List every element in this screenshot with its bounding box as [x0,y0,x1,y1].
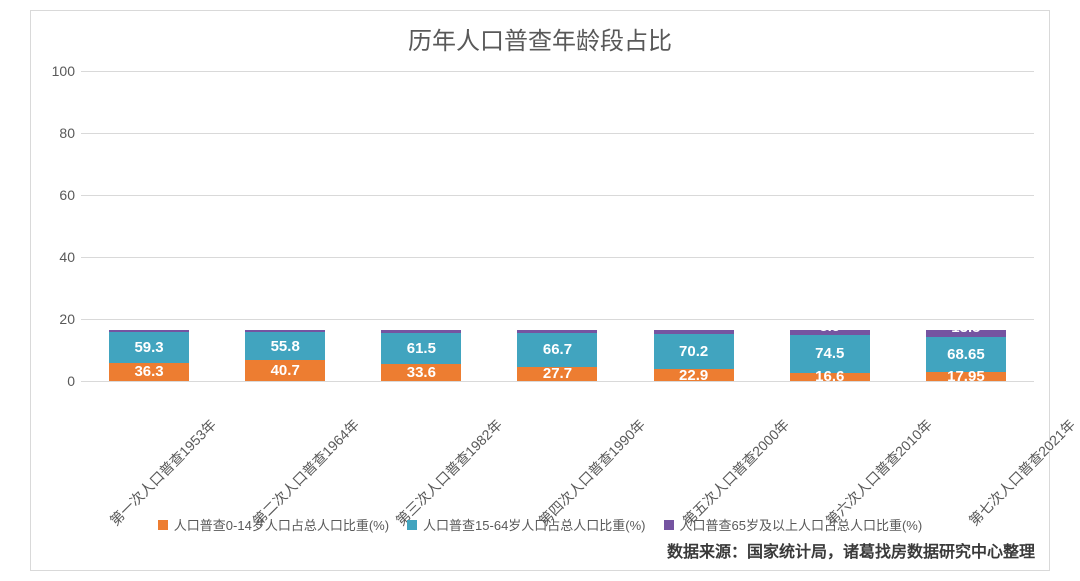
bar-segment-age_0_14: 27.7 [517,367,597,381]
bar-slot: 16.6 74.5 8.9 [762,71,898,381]
y-axis-tick-label: 40 [39,249,75,265]
stacked-bar: 22.970.27 [654,330,734,381]
bar-value-label: 8.9 [819,318,840,335]
bar-value-label: 27.7 [543,365,572,382]
y-axis-tick-label: 100 [39,63,75,79]
x-axis-tick-label: 第二次人口普查1964年 [224,383,367,513]
legend-swatch [407,520,417,530]
bars-row: 36.359.34.440.755.83.633.661.54.927.766.… [81,71,1034,381]
bar-value-label: 59.3 [134,339,163,356]
x-axis-tick-label: 第四次人口普查1990年 [510,383,653,513]
bar-segment-age_0_14: 33.6 [381,364,461,381]
bar-segment-age_0_14: 36.3 [109,363,189,382]
x-axis-tick-label: 第三次人口普查1982年 [367,383,510,513]
x-axis-labels: 第一次人口普查1953年第二次人口普查1964年第三次人口普查1982年第四次人… [81,383,1034,513]
legend-label: 人口普查15-64岁人口占总人口比重(%) [423,515,645,534]
stacked-bar: 40.755.83.6 [245,330,325,381]
y-axis-tick-label: 0 [39,373,75,389]
bar-slot: 36.359.34.4 [81,71,217,381]
legend-item: 人口普查65岁及以上人口占总人口比重(%) [664,515,923,534]
bar-segment-age_0_14: 17.95 [926,372,1006,381]
bar-value-label: 61.5 [407,340,436,357]
bar-value-label: 36.3 [134,363,163,380]
bar-value-label: 68.65 [947,346,985,363]
data-source-text: 数据来源：国家统计局，诸葛找房数据研究中心整理 [667,538,1035,562]
bar-value-label: 33.6 [407,364,436,381]
bar-value-label: 66.7 [543,341,572,358]
legend-item: 人口普查15-64岁人口占总人口比重(%) [407,515,645,534]
bar-value-label: 13.5 [951,319,980,336]
legend-label: 人口普查0-14岁人口占总人口比重(%) [174,515,389,534]
x-axis-tick-label: 第七次人口普查2021年 [940,383,1080,513]
bar-value-label: 74.5 [815,345,844,362]
gridline [81,71,1034,72]
gridline [81,319,1034,320]
stacked-bar: 27.766.75.6 [517,330,597,381]
stacked-bar: 16.674.58.9 [790,330,870,381]
x-axis-tick-label: 第六次人口普查2010年 [797,383,940,513]
bar-segment-age_0_14: 40.7 [245,360,325,381]
stacked-bar: 36.359.34.4 [109,330,189,381]
chart-title: 历年人口普查年龄段占比 [31,11,1049,56]
plot-area: 36.359.34.440.755.83.633.661.54.927.766.… [81,71,1034,381]
bar-value-label: 55.8 [271,338,300,355]
bar-segment-age_15_64: 68.65 [926,337,1006,372]
bar-segment-age_15_64: 61.5 [381,333,461,364]
y-axis-tick-label: 80 [39,125,75,141]
bar-slot: 17.95 68.65 13.5 [898,71,1034,381]
bar-segment-age_15_64: 66.7 [517,333,597,367]
bar-value-label: 40.7 [271,362,300,379]
bar-slot: 22.970.27 [626,71,762,381]
legend-swatch [158,520,168,530]
x-axis-tick-label: 第一次人口普查1953年 [81,383,224,513]
bar-segment-age_15_64: 55.8 [245,332,325,360]
x-axis-tick-label: 第五次人口普查2000年 [654,383,797,513]
stacked-bar: 17.95 68.65 13.5 [926,330,1006,381]
chart-container: 历年人口普查年龄段占比 36.359.34.440.755.83.633.661… [30,10,1050,571]
legend-swatch [664,520,674,530]
gridline [81,381,1034,382]
bar-slot: 27.766.75.6 [489,71,625,381]
bar-segment-age_15_64: 70.2 [654,334,734,370]
legend: 人口普查0-14岁人口占总人口比重(%) 人口普查15-64岁人口占总人口比重(%… [31,515,1049,534]
legend-label: 人口普查65岁及以上人口占总人口比重(%) [680,515,923,534]
bar-segment-age_65_up: 13.5 [926,330,1006,337]
bar-segment-age_0_14: 16.6 [790,373,870,381]
gridline [81,133,1034,134]
y-axis-tick-label: 60 [39,187,75,203]
y-axis-tick-label: 20 [39,311,75,327]
gridline [81,195,1034,196]
bar-segment-age_15_64: 59.3 [109,332,189,362]
gridline [81,257,1034,258]
bar-segment-age_0_14: 22.9 [654,369,734,381]
legend-item: 人口普查0-14岁人口占总人口比重(%) [158,515,389,534]
bar-segment-age_15_64: 74.5 [790,335,870,373]
bar-slot: 33.661.54.9 [353,71,489,381]
bar-value-label: 70.2 [679,343,708,360]
stacked-bar: 33.661.54.9 [381,330,461,381]
bar-slot: 40.755.83.6 [217,71,353,381]
